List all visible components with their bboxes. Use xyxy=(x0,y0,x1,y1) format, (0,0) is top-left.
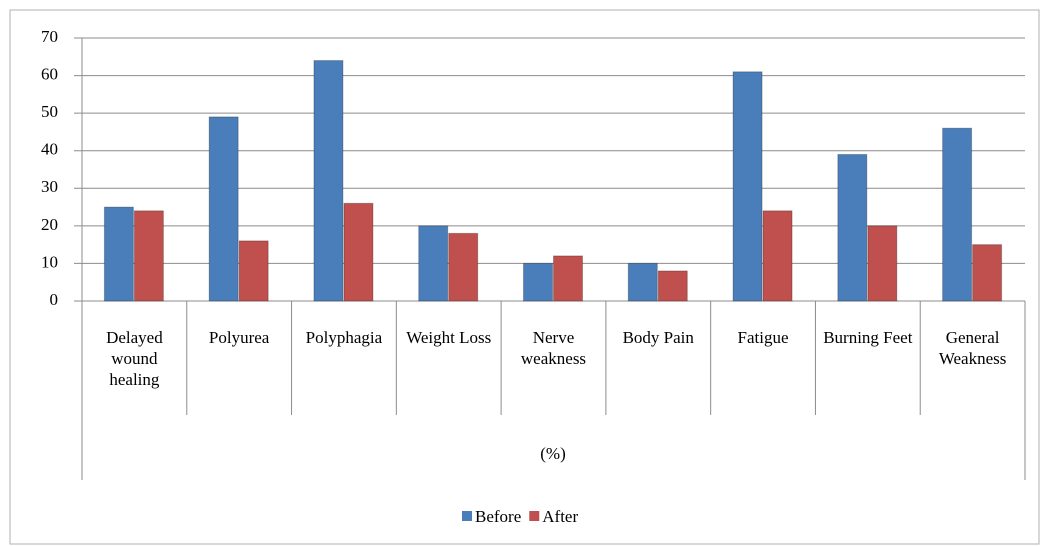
y-tick-label: 50 xyxy=(41,102,58,121)
x-tick-label: Body Pain xyxy=(622,328,694,347)
y-tick-label: 30 xyxy=(41,177,58,196)
bar xyxy=(657,270,688,302)
y-tick-label: 40 xyxy=(41,140,58,159)
bar xyxy=(133,210,164,302)
bar xyxy=(867,225,898,302)
chart-border xyxy=(9,9,1040,545)
bar xyxy=(627,262,658,302)
bar xyxy=(448,232,479,302)
y-tick-label: 60 xyxy=(41,64,58,83)
x-axis-title: (%) xyxy=(540,444,565,463)
bar xyxy=(418,225,449,302)
bar xyxy=(343,202,374,302)
x-tick-label: Polyurea xyxy=(208,328,270,347)
legend-label: After xyxy=(542,507,578,526)
y-tick-label: 20 xyxy=(41,215,58,234)
bar xyxy=(103,206,134,302)
bar xyxy=(942,127,973,302)
legend-swatch xyxy=(462,511,472,521)
bar xyxy=(313,60,344,302)
bar xyxy=(972,244,1003,302)
bar xyxy=(837,153,868,302)
bar xyxy=(208,116,239,302)
x-tick-label: Delayed wound healing xyxy=(106,328,163,389)
x-tick-label: Fatigue xyxy=(737,328,789,347)
y-tick-label: 10 xyxy=(41,252,58,271)
bar xyxy=(238,240,269,302)
bar xyxy=(553,255,583,302)
bar xyxy=(523,262,553,302)
legend-label: Before xyxy=(475,507,521,526)
bar xyxy=(762,210,793,302)
y-tick-label: 70 xyxy=(41,27,58,46)
x-tick-label: Nerve weakness xyxy=(520,328,587,368)
bar xyxy=(732,71,763,302)
x-tick-label: Polyphagia xyxy=(305,328,383,347)
x-tick-label: Burning Feet xyxy=(823,328,913,347)
x-tick-label: Weight Loss xyxy=(406,328,492,347)
y-tick-label: 0 xyxy=(50,290,59,309)
legend-swatch xyxy=(529,511,540,521)
x-tick-label: General Weakness xyxy=(938,328,1007,368)
